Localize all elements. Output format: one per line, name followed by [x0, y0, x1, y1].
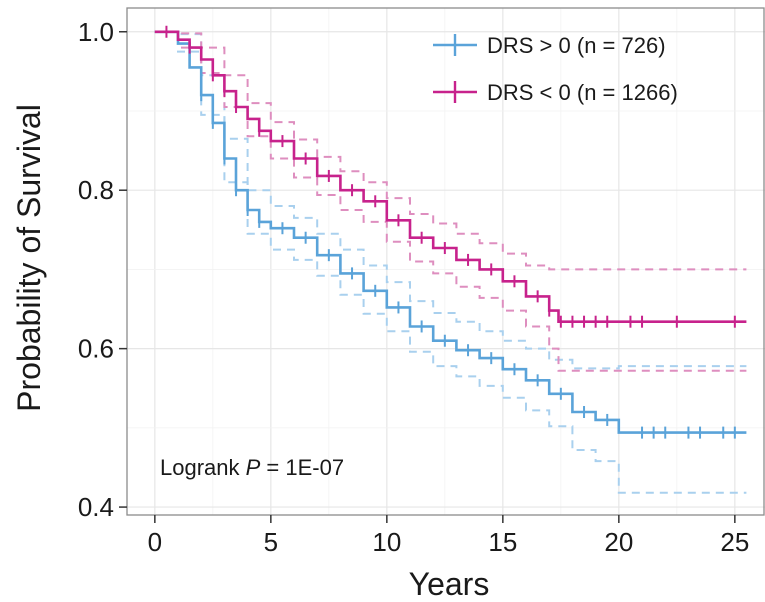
- logrank-value: = 1E-07: [260, 455, 344, 480]
- axis-ticks: 0 5 10 15 20 25 0.4 0.6 0.8 1.0: [78, 17, 749, 557]
- legend: DRS > 0 (n = 726) DRS < 0 (n = 1266): [433, 33, 678, 105]
- survival-lines: [154, 25, 747, 439]
- x-tick-label: 10: [372, 527, 401, 557]
- y-tick-label: 0.6: [78, 334, 114, 364]
- legend-entry-drs-positive: DRS > 0 (n = 726): [433, 33, 666, 58]
- x-tick-label: 5: [264, 527, 278, 557]
- survival-curve-drs-negative: [154, 30, 747, 323]
- x-tick-label: 15: [488, 527, 517, 557]
- y-tick-label: 1.0: [78, 17, 114, 47]
- ci-lower-drs-positive: [154, 30, 747, 494]
- y-tick-label: 0.8: [78, 175, 114, 205]
- logrank-prefix: Logrank: [160, 455, 246, 480]
- x-axis-title: Years: [409, 566, 490, 602]
- ci-upper-drs-negative: [154, 30, 747, 271]
- logrank-annotation: Logrank P = 1E-07: [160, 455, 344, 480]
- y-tick-label: 0.4: [78, 492, 114, 522]
- survival-curve-drs-positive: [154, 30, 747, 434]
- confidence-bands: [154, 30, 747, 494]
- logrank-p-symbol: P: [246, 455, 261, 480]
- legend-label-drs-positive: DRS > 0 (n = 726): [487, 33, 666, 58]
- legend-entry-drs-negative: DRS < 0 (n = 1266): [433, 80, 678, 105]
- plot-panel-border: [126, 7, 765, 516]
- legend-label-drs-negative: DRS < 0 (n = 1266): [487, 80, 678, 105]
- x-tick-label: 20: [604, 527, 633, 557]
- y-axis-title: Probability of Survival: [11, 104, 47, 412]
- ci-lower-drs-negative: [154, 30, 747, 372]
- ci-upper-drs-positive: [154, 30, 747, 370]
- x-tick-label: 25: [720, 527, 749, 557]
- x-tick-label: 0: [148, 527, 162, 557]
